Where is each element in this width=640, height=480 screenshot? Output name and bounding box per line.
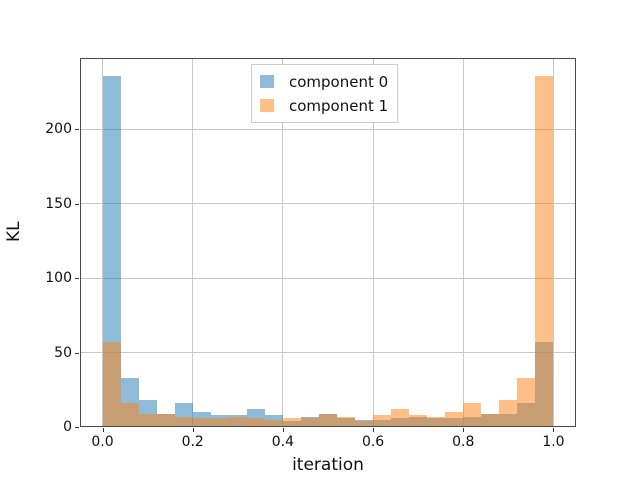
x-tick-label-0.2: 0.2: [181, 434, 204, 450]
bar-component-1-bin-16: [391, 409, 410, 427]
bar-component-1-bin-6: [210, 418, 229, 427]
gridline-x-0.6: [372, 58, 374, 427]
y-tick-50: [75, 352, 79, 354]
bar-component-1-bin-17: [409, 415, 428, 427]
bar-component-1-bin-5: [192, 418, 211, 427]
x-tick-0.4: [282, 428, 284, 432]
bar-component-1-bin-15: [373, 415, 392, 427]
bar-component-1-bin-14: [355, 421, 374, 427]
bar-component-1-bin-7: [228, 416, 247, 427]
bar-component-1-bin-3: [156, 413, 175, 427]
legend-swatch-component-0: [260, 75, 274, 88]
bar-component-1-bin-1: [120, 403, 139, 427]
gridline-y-50: [80, 352, 576, 354]
plot-area: [80, 58, 576, 427]
bar-component-1-bin-13: [337, 416, 356, 427]
y-tick-label-150: 150: [45, 195, 72, 212]
x-tick-0.6: [373, 428, 375, 432]
bar-component-1-bin-0: [102, 342, 121, 427]
y-tick-label-0: 0: [63, 419, 72, 435]
gridline-y-150: [80, 203, 576, 205]
bar-component-1-bin-24: [535, 75, 554, 427]
gridline-y-100: [80, 277, 576, 279]
legend-entry-component-1: component 1: [260, 95, 388, 116]
bar-component-1-bin-11: [300, 418, 319, 427]
x-tick-label-0.4: 0.4: [271, 434, 295, 450]
bar-component-1-bin-19: [445, 412, 464, 427]
bar-component-1-bin-20: [463, 403, 482, 427]
legend: component 0 component 1: [251, 64, 399, 123]
x-tick-0.2: [192, 428, 194, 432]
bar-component-1-bin-4: [174, 416, 193, 427]
y-tick-200: [75, 129, 79, 131]
y-tick-label-200: 200: [45, 121, 72, 138]
gridline-x-0.8: [462, 58, 464, 427]
x-tick-1.0: [553, 428, 555, 432]
x-tick-0.8: [463, 428, 465, 432]
bar-component-1-bin-9: [264, 419, 283, 427]
y-tick-label-50: 50: [54, 344, 72, 361]
legend-swatch-component-1: [260, 99, 274, 112]
bar-component-1-bin-12: [318, 413, 337, 427]
x-tick-label-0.0: 0.0: [91, 434, 114, 450]
y-tick-0: [75, 427, 79, 428]
x-axis-label: iteration: [292, 455, 364, 475]
bar-component-1-bin-10: [282, 418, 301, 427]
legend-label-component-1: component 1: [289, 96, 389, 115]
bar-component-1-bin-8: [246, 418, 265, 427]
y-tick-150: [75, 203, 79, 205]
y-tick-100: [75, 278, 79, 280]
bar-component-1-bin-18: [427, 416, 446, 427]
gridline-x-0.2: [192, 58, 194, 427]
gridline-x-1: [552, 58, 554, 427]
x-tick-label-0.8: 0.8: [452, 434, 475, 450]
bar-component-0-bin-0: [102, 75, 121, 427]
bar-component-1-bin-21: [481, 413, 500, 427]
gridline-x-0.4: [282, 58, 284, 427]
legend-label-component-0: component 0: [289, 72, 389, 91]
bar-component-1-bin-2: [138, 413, 157, 427]
x-tick-label-1.0: 1.0: [542, 434, 565, 450]
x-tick-0.0: [102, 428, 104, 432]
gridline-y-200: [80, 128, 576, 130]
legend-entry-component-0: component 0: [260, 71, 388, 92]
x-tick-label-0.6: 0.6: [361, 434, 385, 450]
bar-component-1-bin-23: [517, 377, 536, 427]
y-tick-label-100: 100: [45, 270, 72, 287]
y-axis-label: KL: [4, 221, 24, 242]
bar-component-1-bin-22: [499, 400, 518, 427]
